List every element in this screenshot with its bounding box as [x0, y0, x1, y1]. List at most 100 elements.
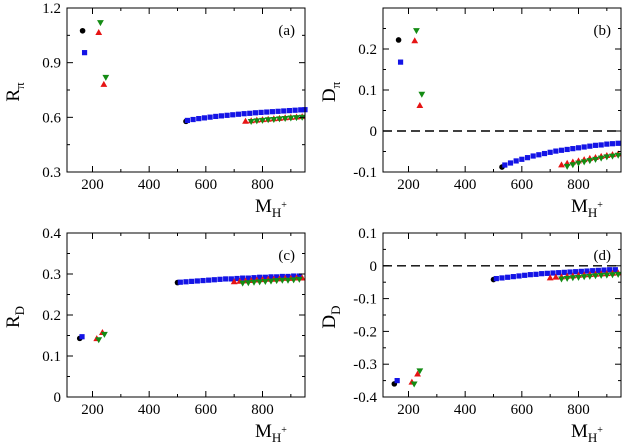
point-blue-square	[524, 155, 531, 161]
point-green-triangle-down	[273, 278, 281, 285]
x-tick-label: 400	[454, 402, 477, 418]
point-green-triangle-down	[575, 274, 582, 281]
point-green-triangle-down	[580, 274, 588, 281]
point-green-triangle-down	[592, 273, 599, 280]
point-blue-square	[247, 110, 253, 116]
plot-frame	[66, 232, 306, 398]
y-axis-title: Rπ	[3, 82, 27, 102]
point-blue-square	[615, 140, 621, 146]
x-tick-label: 600	[511, 402, 534, 418]
point-blue-square	[530, 153, 536, 159]
x-axis-title: MH+	[571, 421, 603, 445]
point-green-triangle-down	[276, 116, 283, 123]
point-green-triangle-down	[256, 279, 264, 286]
point-blue-square	[206, 277, 212, 283]
x-tick-label: 200	[81, 402, 104, 418]
point-blue-square	[527, 272, 533, 278]
y-tick-label: 0.2	[42, 308, 61, 324]
point-blue-square	[251, 275, 257, 281]
point-blue-square	[570, 146, 576, 152]
point-blue-square	[592, 142, 599, 148]
point-blue-square	[601, 267, 607, 273]
point-blue-square	[291, 273, 297, 279]
point-blue-square	[595, 267, 601, 273]
point-red-triangle-up	[95, 29, 103, 35]
point-blue-square	[296, 273, 302, 279]
y-tick-label: 0.1	[358, 83, 377, 99]
point-green-triangle-down	[264, 117, 272, 124]
point-blue-square	[240, 275, 246, 281]
point-blue-square	[558, 147, 565, 153]
point-blue-square	[507, 160, 514, 166]
point-green-triangle-down	[563, 163, 571, 170]
point-green-triangle-down	[410, 381, 418, 388]
point-red-triangle-up	[416, 101, 424, 108]
panel-b: 200 400 600 800 -0.1 0 0.1 0.2 (b) MH+ Dπ	[319, 7, 622, 220]
x-axis-title: MH+	[255, 196, 287, 220]
y-axis-title: DD	[319, 305, 343, 328]
point-blue-square	[279, 273, 285, 280]
point-blue-square	[547, 149, 553, 155]
point-red-triangle-up	[242, 117, 249, 124]
y-tick-label: 0.4	[42, 226, 61, 242]
point-blue-square	[258, 109, 264, 116]
point-blue-square	[397, 59, 404, 65]
point-blue-square	[245, 275, 251, 281]
point-blue-square	[553, 148, 559, 154]
point-blue-square	[190, 116, 196, 123]
point-blue-square	[533, 271, 539, 277]
point-red-triangle-up	[411, 37, 419, 44]
point-green-triangle-down	[592, 156, 599, 163]
point-blue-square	[264, 109, 270, 115]
point-blue-square	[217, 276, 223, 282]
point-blue-square	[584, 268, 590, 274]
x-tick-label: 800	[251, 402, 274, 418]
plot-frame	[382, 232, 622, 398]
point-green-triangle-down	[270, 116, 278, 123]
point-blue-square	[275, 108, 281, 114]
point-green-triangle-down	[97, 20, 104, 27]
point-green-triangle-down	[278, 277, 286, 284]
point-blue-square	[561, 269, 567, 275]
point-green-triangle-down	[558, 276, 565, 283]
point-blue-square	[218, 113, 225, 119]
x-axis-title: MH+	[255, 421, 287, 445]
plot-frame	[66, 7, 306, 173]
y-tick-label: 0.1	[42, 349, 61, 365]
x-tick-label: 400	[138, 402, 161, 418]
point-blue-square	[268, 274, 274, 280]
y-tick-label: 0.1	[358, 226, 377, 242]
point-red-triangle-up	[558, 161, 565, 168]
point-blue-square	[262, 274, 268, 280]
point-blue-square	[550, 270, 556, 276]
point-green-triangle-down	[597, 155, 605, 162]
point-blue-square	[522, 272, 528, 278]
y-tick-label: 0.3	[42, 165, 61, 181]
x-tick-label: 400	[454, 177, 477, 193]
point-red-triangle-up	[230, 278, 238, 285]
panel-d: 200 400 600 800 -0.4 -0.3 -0.2 -0.1 0 0.1 (d) MH+ DD	[319, 226, 622, 445]
point-green-triangle-down	[580, 159, 588, 166]
point-blue-square	[230, 112, 236, 118]
point-blue-square	[544, 270, 550, 276]
panel-label: (b)	[594, 23, 612, 39]
point-blue-square	[519, 156, 525, 162]
point-blue-square	[223, 276, 229, 282]
point-green-triangle-down	[293, 115, 300, 122]
point-green-triangle-down	[101, 331, 108, 338]
point-blue-square	[213, 113, 219, 120]
point-blue-square	[211, 277, 217, 283]
point-green-triangle-down	[261, 278, 269, 285]
panel-c: 200 400 600 800 0 0.1 0.2 0.3 0.4 (c) MH+ RD	[3, 226, 306, 445]
point-green-triangle-down	[253, 118, 261, 125]
y-tick-label: -0.1	[353, 292, 377, 308]
point-green-triangle-down	[95, 337, 103, 344]
point-blue-square	[513, 158, 519, 164]
panel-label: (d)	[594, 248, 612, 264]
point-blue-square	[285, 273, 291, 280]
point-green-triangle-down	[569, 275, 577, 282]
point-blue-square	[292, 107, 298, 113]
point-green-triangle-down	[563, 275, 571, 282]
point-green-triangle-down	[287, 115, 295, 122]
point-blue-square	[516, 273, 522, 279]
